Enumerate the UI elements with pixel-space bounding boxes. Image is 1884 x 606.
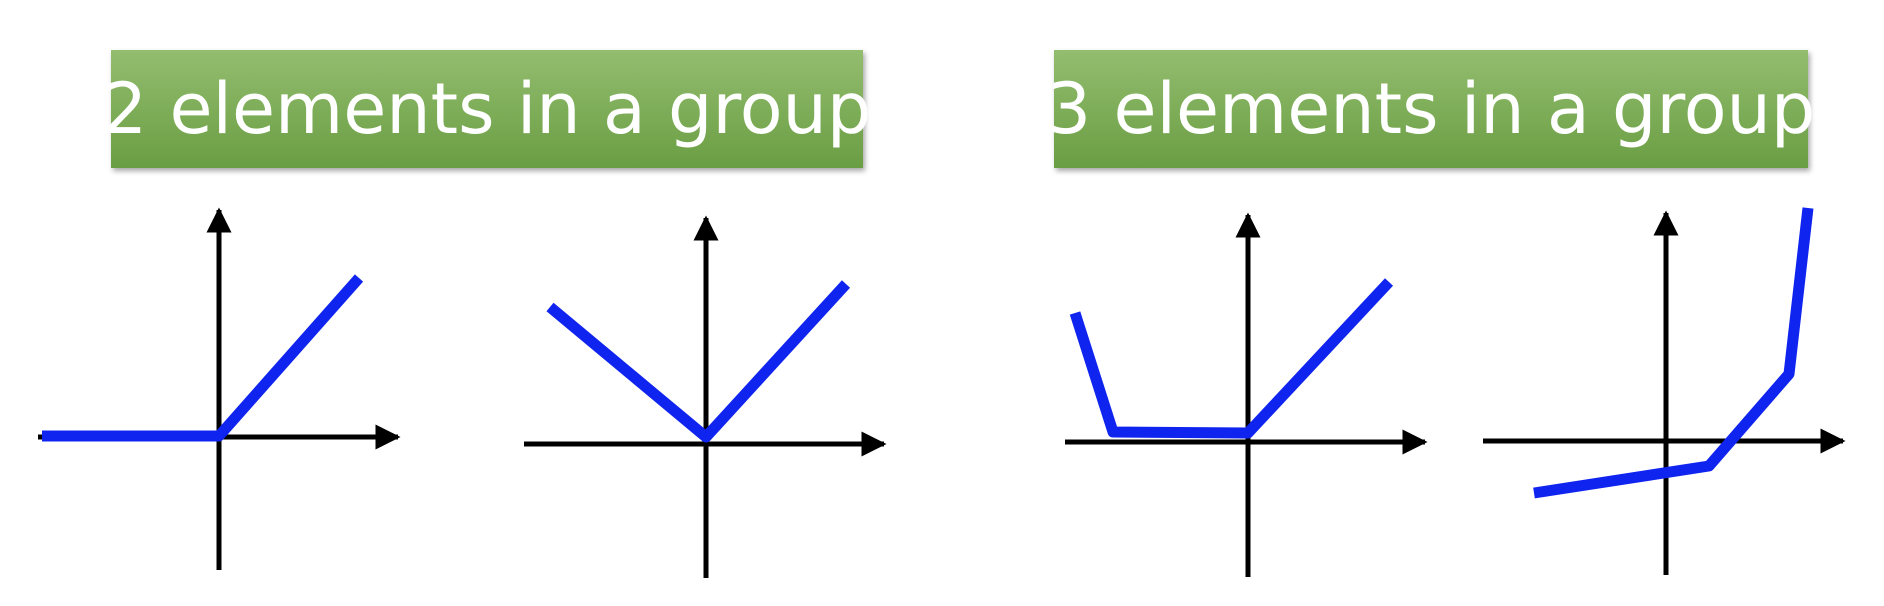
title-banner-3-elements: 3 elements in a group — [1047, 50, 1815, 168]
function-curve — [546, 280, 851, 443]
title-banner-2-elements: 2 elements in a group — [103, 50, 871, 168]
panel-two-element-absolute — [524, 215, 887, 578]
title-2-elements: 2 elements in a group — [102, 68, 872, 150]
function-curve — [42, 274, 364, 442]
function-curve — [1533, 207, 1814, 499]
panel-three-element-steep-flat-rise — [1065, 212, 1428, 577]
panel-two-element-relu — [38, 207, 401, 570]
panel-three-element-convex — [1483, 207, 1846, 575]
function-curve — [1069, 278, 1394, 439]
title-3-elements: 3 elements in a group — [1046, 68, 1816, 150]
